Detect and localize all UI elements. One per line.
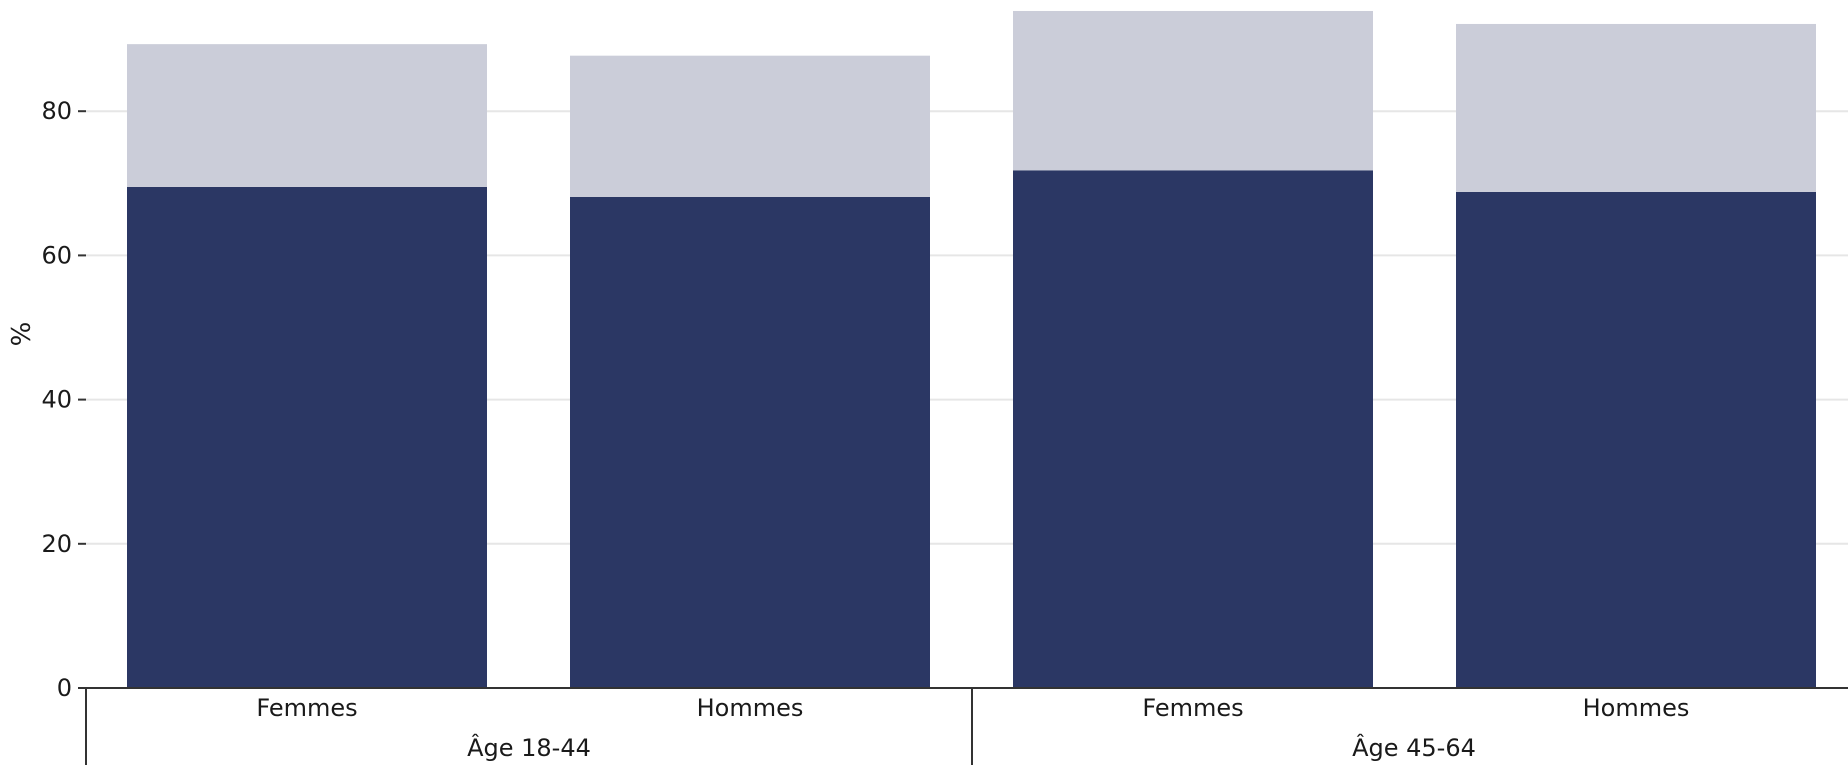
- y-axis: 0 20 40 60 80: [41, 97, 86, 702]
- x-group-label: Âge 45-64: [1352, 733, 1476, 762]
- y-tick-label: 0: [57, 674, 72, 702]
- y-tick-label: 60: [41, 241, 72, 269]
- bar-segment-dark: [570, 196, 930, 688]
- bars: [127, 10, 1816, 688]
- x-category-label: Femmes: [1142, 694, 1243, 722]
- bar-segment-light: [570, 55, 930, 197]
- bar-segment-dark: [1013, 170, 1373, 688]
- bar-segment-dark: [127, 186, 487, 688]
- y-axis-title: %: [7, 322, 37, 347]
- bar-segment-light: [1456, 23, 1816, 192]
- bar-segment-light: [127, 44, 487, 187]
- x-category-label: Hommes: [697, 694, 804, 722]
- bar-segment-light: [1013, 10, 1373, 171]
- x-category-label: Femmes: [256, 694, 357, 722]
- x-category-label: Hommes: [1583, 694, 1690, 722]
- bar-segment-dark: [1456, 191, 1816, 688]
- y-tick-label: 80: [41, 97, 72, 125]
- x-axis: Femmes Hommes Femmes Hommes Âge 18-44 Âge 45-…: [85, 687, 1848, 765]
- y-tick-label: 40: [41, 386, 72, 414]
- y-tick-label: 20: [41, 530, 72, 558]
- x-group-label: Âge 18-44: [467, 733, 591, 762]
